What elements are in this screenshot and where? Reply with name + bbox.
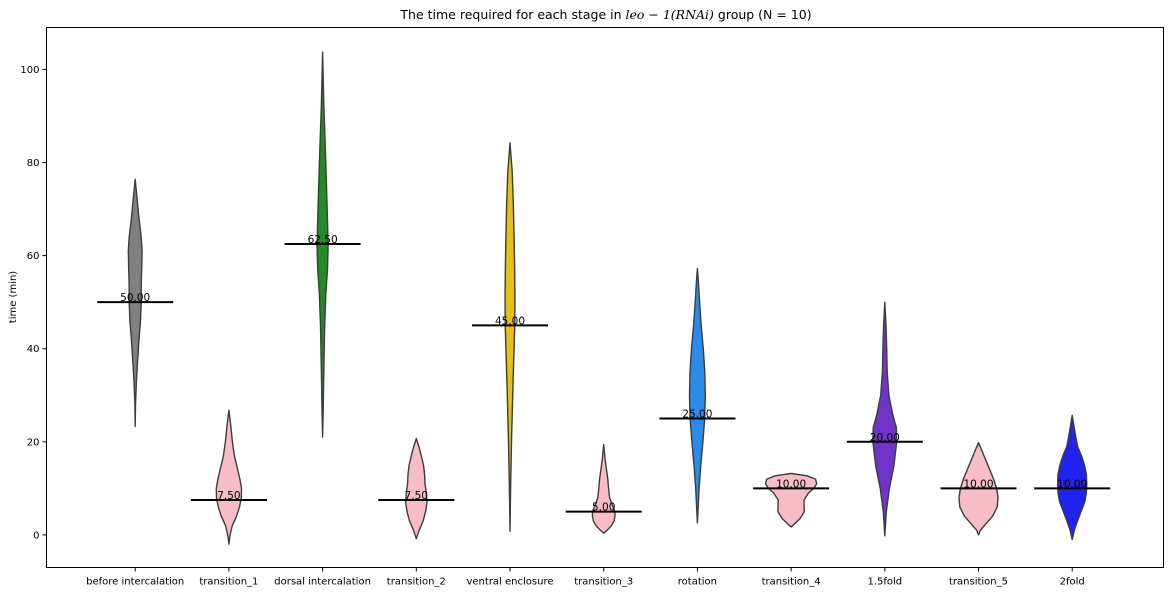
median-label-7: 10.00	[776, 478, 806, 490]
plot-frame	[46, 27, 1164, 568]
violin-10	[1056, 414, 1088, 541]
chart-title-math: leo − 1(RNAi)	[626, 7, 715, 22]
median-label-1: 7.50	[217, 490, 240, 502]
y-tick-label: 20	[27, 437, 40, 448]
y-tick-label: 0	[33, 530, 39, 541]
median-label-3: 7.50	[405, 490, 428, 502]
x-tick-label: 2fold	[1060, 577, 1085, 588]
x-tick-label: transition_3	[574, 577, 633, 588]
x-tick-label: rotation	[678, 577, 717, 588]
median-label-4: 45.00	[495, 315, 525, 327]
violin-1	[215, 409, 243, 545]
y-axis-label: time (min)	[8, 271, 19, 324]
x-tick-label: 1.5fold	[867, 577, 902, 588]
violin-7	[764, 472, 818, 528]
median-label-0: 50.00	[120, 292, 150, 304]
median-label-10: 10.00	[1057, 478, 1087, 490]
violin-3	[404, 437, 428, 540]
x-tick-label: transition_5	[949, 577, 1008, 588]
x-tick-label: transition_4	[762, 577, 821, 588]
violin-4	[504, 142, 516, 532]
median-label-9: 10.00	[963, 478, 993, 490]
y-tick-label: 40	[27, 344, 40, 355]
chart-title: The time required for each stage in leo …	[399, 7, 811, 22]
chart-title-suffix: group (N = 10)	[714, 7, 812, 22]
y-tick-label: 100	[20, 65, 39, 76]
x-tick-label: transition_1	[199, 577, 258, 588]
x-tick-label: ventral enclosure	[466, 577, 553, 588]
violin-8	[872, 301, 898, 537]
x-tick-label: transition_2	[387, 577, 446, 588]
violin-6	[688, 267, 706, 524]
x-tick-label: before intercalation	[86, 577, 184, 588]
violin-5	[591, 443, 616, 534]
plot-area: 0 20 40 60 80 100 50.00 7.50 62.50 7.50 45.00 5.00 2…	[20, 51, 1111, 588]
x-tick-label: dorsal intercalation	[274, 577, 371, 588]
median-label-5: 5.00	[592, 502, 615, 514]
median-label-8: 20.00	[870, 432, 900, 444]
y-tick-label: 60	[27, 251, 40, 262]
median-label-2: 62.50	[308, 234, 338, 246]
chart-title-prefix: The time required for each stage in	[399, 7, 625, 22]
y-tick-label: 80	[27, 158, 40, 169]
median-label-6: 25.00	[682, 409, 712, 421]
